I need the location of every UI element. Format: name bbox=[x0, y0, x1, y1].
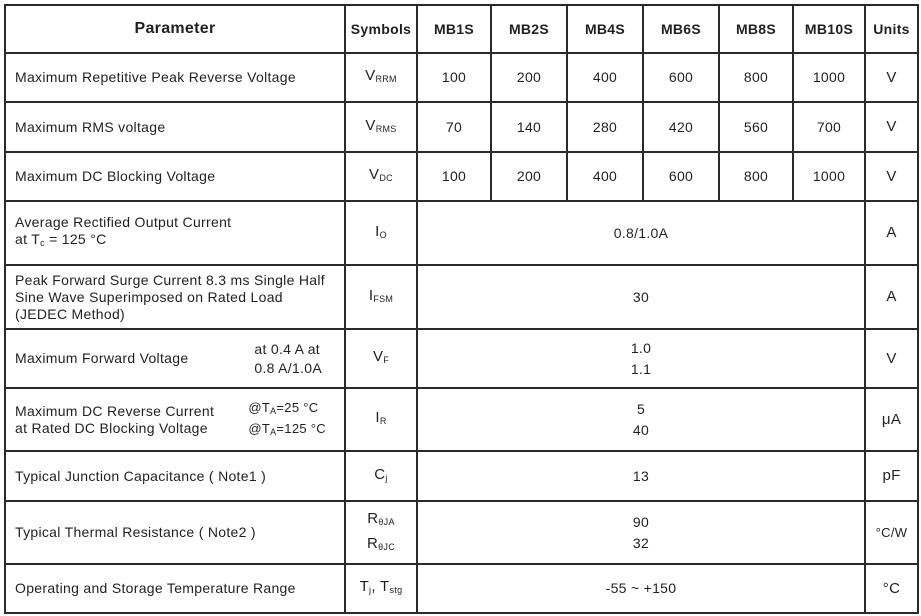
table-row: Maximum DC Blocking Voltage VDC 100 200 … bbox=[4, 151, 919, 202]
param: Maximum RMS voltage bbox=[4, 101, 346, 153]
value: 700 bbox=[792, 101, 866, 153]
param: Maximum DC Blocking Voltage bbox=[4, 151, 346, 202]
unit: A bbox=[864, 264, 919, 330]
value: 800 bbox=[718, 151, 794, 202]
symbol: VRRM bbox=[344, 52, 418, 103]
value: 140 bbox=[490, 101, 568, 153]
table-row: Maximum DC Reverse Current at Rated DC Bl… bbox=[4, 387, 919, 452]
symbol: IR bbox=[344, 387, 418, 452]
value: 1000 bbox=[792, 151, 866, 202]
value: 100 bbox=[416, 52, 492, 103]
value: 200 bbox=[490, 52, 568, 103]
unit: pF bbox=[864, 450, 919, 502]
value: 1000 bbox=[792, 52, 866, 103]
value: 600 bbox=[642, 52, 720, 103]
symbol: VF bbox=[344, 328, 418, 389]
unit: V bbox=[864, 101, 919, 153]
ratings-table: Parameter Symbols MB1S MB2S MB4S MB6S MB… bbox=[4, 4, 919, 614]
value: 200 bbox=[490, 151, 568, 202]
value: 400 bbox=[566, 151, 644, 202]
value: 420 bbox=[642, 101, 720, 153]
unit: V bbox=[864, 328, 919, 389]
value: -55 ~ +150 bbox=[416, 563, 866, 614]
symbol: Cj bbox=[344, 450, 418, 502]
table-row: Typical Junction Capacitance ( Note1 ) C… bbox=[4, 450, 919, 502]
symbol: VRMS bbox=[344, 101, 418, 153]
value: 100 bbox=[416, 151, 492, 202]
value: 800 bbox=[718, 52, 794, 103]
value: 70 bbox=[416, 101, 492, 153]
symbol: VDC bbox=[344, 151, 418, 202]
table-row: Maximum Repetitive Peak Reverse Voltage … bbox=[4, 52, 919, 103]
symbol: Tj, Tstg bbox=[344, 563, 418, 614]
param: Maximum DC Reverse Current at Rated DC Bl… bbox=[4, 387, 346, 452]
value: 30 bbox=[416, 264, 866, 330]
value: 5 40 bbox=[416, 387, 866, 452]
value: 600 bbox=[642, 151, 720, 202]
condition: 0.8 A/1.0A bbox=[254, 359, 322, 376]
unit: V bbox=[864, 151, 919, 202]
value: 13 bbox=[416, 450, 866, 502]
symbol: IFSM bbox=[344, 264, 418, 330]
header-mb2s: MB2S bbox=[490, 4, 568, 54]
param: Maximum Forward Voltage at 0.4 A at 0.8 A/… bbox=[4, 328, 346, 389]
header-mb1s: MB1S bbox=[416, 4, 492, 54]
param: Typical Thermal Resistance ( Note2 ) bbox=[4, 500, 346, 565]
value: 90 32 bbox=[416, 500, 866, 565]
symbol: IO bbox=[344, 200, 418, 266]
table-row: Maximum RMS voltage VRMS 70 140 280 420 … bbox=[4, 101, 919, 153]
table-row: Average Rectified Output Current at Tc = … bbox=[4, 200, 919, 266]
value: 280 bbox=[566, 101, 644, 153]
unit: °C bbox=[864, 563, 919, 614]
unit: A bbox=[864, 200, 919, 266]
value: 400 bbox=[566, 52, 644, 103]
header-parameter: Parameter bbox=[4, 4, 346, 54]
table-row: Typical Thermal Resistance ( Note2 ) RθJ… bbox=[4, 500, 919, 565]
table-row: Maximum Forward Voltage at 0.4 A at 0.8 A/… bbox=[4, 328, 919, 389]
param: Maximum Repetitive Peak Reverse Voltage bbox=[4, 52, 346, 103]
table-row: Peak Forward Surge Current 8.3 ms Single… bbox=[4, 264, 919, 330]
value: 1.0 1.1 bbox=[416, 328, 866, 389]
unit: μA bbox=[864, 387, 919, 452]
header-mb8s: MB8S bbox=[718, 4, 794, 54]
value: 0.8/1.0A bbox=[416, 200, 866, 266]
symbol: RθJA RθJC bbox=[344, 500, 418, 565]
table-row: Operating and Storage Temperature Range … bbox=[4, 563, 919, 614]
header-mb6s: MB6S bbox=[642, 4, 720, 54]
condition: at 0.4 A at bbox=[254, 340, 320, 357]
header-symbols: Symbols bbox=[344, 4, 418, 54]
unit: V bbox=[864, 52, 919, 103]
header-units: Units bbox=[864, 4, 919, 54]
header-mb4s: MB4S bbox=[566, 4, 644, 54]
unit: °C/W bbox=[864, 500, 919, 565]
param: Peak Forward Surge Current 8.3 ms Single… bbox=[4, 264, 346, 330]
header-row: Parameter Symbols MB1S MB2S MB4S MB6S MB… bbox=[4, 4, 919, 54]
header-mb10s: MB10S bbox=[792, 4, 866, 54]
param: Operating and Storage Temperature Range bbox=[4, 563, 346, 614]
param: Typical Junction Capacitance ( Note1 ) bbox=[4, 450, 346, 502]
value: 560 bbox=[718, 101, 794, 153]
param: Average Rectified Output Current at Tc = … bbox=[4, 200, 346, 266]
